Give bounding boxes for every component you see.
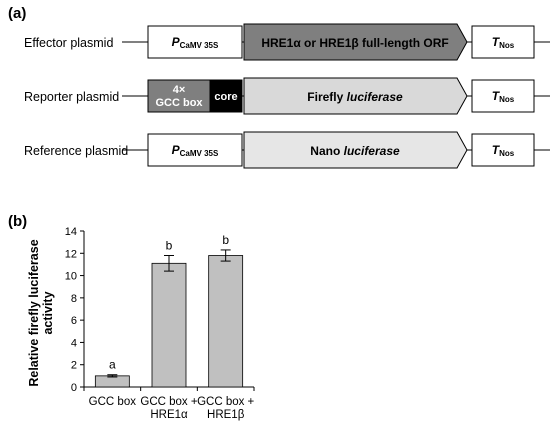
y-tick-label: 8 [71, 293, 77, 305]
x-tick-label: HRE1α [150, 409, 188, 421]
y-tick-label: 6 [71, 315, 77, 327]
bar-chart: Relative firefly luciferaseactivity 0 2 4 6… [27, 226, 255, 421]
effector-orf-text: HRE1α or HRE1β full-length ORF [261, 36, 448, 50]
reporter-terminator-box [471, 79, 535, 113]
reporter-row: Reporter plasmid 4× GCC box core Firefly… [24, 77, 550, 115]
significance-letter: b [166, 239, 173, 253]
reference-row: Reference plasmid PCaMV 35S Nano lucifer… [24, 131, 550, 169]
y-tick-label: 2 [71, 360, 77, 372]
y-axis-label: Relative firefly luciferaseactivity [27, 239, 55, 386]
y-axis-label-line: Relative firefly luciferase [27, 239, 41, 386]
y-tick-label: 14 [65, 226, 77, 238]
reference-orf-text: Nano luciferase [310, 144, 400, 158]
bar [94, 375, 130, 388]
reference-name: Reference plasmid [24, 144, 128, 158]
panel-b-label: (b) [8, 213, 27, 230]
reporter-gcc-line2: GCC box [155, 97, 203, 109]
panel-a-label: (a) [8, 5, 26, 22]
reporter-core-box [209, 79, 243, 113]
x-tick-label: GCC box + [140, 396, 197, 408]
reference-terminator-text: TNos [492, 143, 515, 158]
effector-row: Effector plasmid PCaMV 35S HRE1α or HRE1… [24, 23, 550, 61]
reporter-terminator-text: TNos [492, 89, 515, 104]
significance-letter: b [222, 233, 229, 247]
x-tick-label: GCC box [89, 396, 137, 408]
significance-letter: a [109, 358, 116, 372]
y-tick-label: 0 [71, 382, 77, 394]
x-tick-label: HRE1β [207, 409, 245, 421]
reporter-orf-text: Firefly luciferase [307, 90, 403, 104]
bar [208, 255, 244, 388]
effector-terminator-text: TNos [492, 35, 515, 50]
y-axis-label-line: activity [41, 291, 55, 334]
reference-terminator-box [471, 133, 535, 167]
effector-terminator-box [471, 25, 535, 59]
y-tick-label: 4 [71, 337, 77, 349]
effector-promoter-text: PCaMV 35S [172, 35, 219, 50]
y-tick-label: 10 [65, 271, 77, 283]
reference-promoter-text: PCaMV 35S [172, 143, 219, 158]
effector-orf-arrow [243, 23, 468, 61]
bar [151, 262, 187, 388]
reporter-orf-arrow [243, 77, 468, 115]
effector-promoter-box [147, 25, 243, 59]
reference-promoter-box [147, 133, 243, 167]
effector-name: Effector plasmid [24, 36, 113, 50]
reporter-core-text: core [214, 91, 237, 103]
reporter-gcc-line1: 4× [173, 84, 186, 96]
y-tick-label: 12 [65, 248, 77, 260]
reporter-name: Reporter plasmid [24, 90, 119, 104]
reference-orf-arrow [243, 131, 468, 169]
x-tick-label: GCC box + [197, 396, 254, 408]
